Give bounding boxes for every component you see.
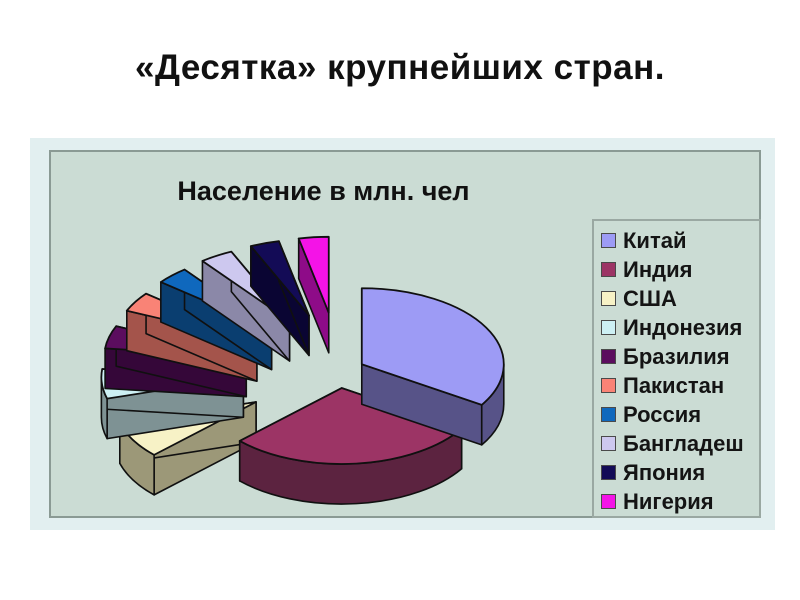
legend-item[interactable]: Пакистан: [601, 371, 759, 400]
legend-item-label: Россия: [623, 401, 702, 427]
pie-chart-graphic[interactable]: [91, 222, 571, 512]
legend-item[interactable]: Китай: [601, 226, 759, 255]
legend-item-label: Индия: [623, 256, 693, 282]
legend-item-label: Пакистан: [623, 372, 725, 398]
page-title: «Десятка» крупнейших стран.: [135, 48, 665, 87]
legend-swatch-icon: [601, 494, 616, 509]
legend-swatch-icon: [601, 436, 616, 451]
legend-swatch-icon: [601, 291, 616, 306]
pie-slice-top: [249, 240, 310, 317]
legend-swatch-icon: [601, 407, 616, 422]
pie-slice-2[interactable]: [238, 387, 463, 505]
pie-slice-1[interactable]: [360, 287, 505, 446]
chart-legend: Китай Индия США Индонезия Бразилия Пакистан Ро…: [592, 219, 761, 518]
pie-slice-9[interactable]: [249, 240, 310, 357]
pie-slice-top: [360, 287, 505, 406]
legend-item-label: Китай: [623, 227, 687, 253]
legend-item-label: Бангладеш: [623, 430, 744, 456]
legend-swatch-icon: [601, 233, 616, 248]
legend-item-label: США: [623, 285, 677, 311]
legend-item-label: Нигерия: [623, 488, 714, 514]
legend-item[interactable]: Бразилия: [601, 342, 759, 371]
chart-title: Население в млн. чел: [177, 176, 470, 206]
legend-item[interactable]: Индия: [601, 255, 759, 284]
legend-swatch-icon: [601, 378, 616, 393]
legend-item[interactable]: Россия: [601, 400, 759, 429]
chart-object[interactable]: Население в млн. чел Китай Индия США Индоне…: [30, 138, 775, 530]
legend-item[interactable]: США: [601, 284, 759, 313]
legend-item[interactable]: Индонезия: [601, 313, 759, 342]
legend-item[interactable]: Япония: [601, 458, 759, 487]
chart-plot-area: Население в млн. чел Китай Индия США Индоне…: [49, 150, 761, 518]
pie-slice-top: [238, 387, 463, 465]
legend-swatch-icon: [601, 262, 616, 277]
legend-swatch-icon: [601, 465, 616, 480]
legend-swatch-icon: [601, 320, 616, 335]
legend-item[interactable]: Нигерия: [601, 487, 759, 516]
legend-item-label: Индонезия: [623, 314, 743, 340]
legend-item-label: Бразилия: [623, 343, 730, 369]
pie-slice-10[interactable]: [297, 235, 330, 354]
legend-item-label: Япония: [623, 459, 706, 485]
pie-slice-top: [297, 235, 330, 314]
legend-swatch-icon: [601, 349, 616, 364]
legend-item[interactable]: Бангладеш: [601, 429, 759, 458]
pie-chart-svg: [100, 235, 505, 505]
